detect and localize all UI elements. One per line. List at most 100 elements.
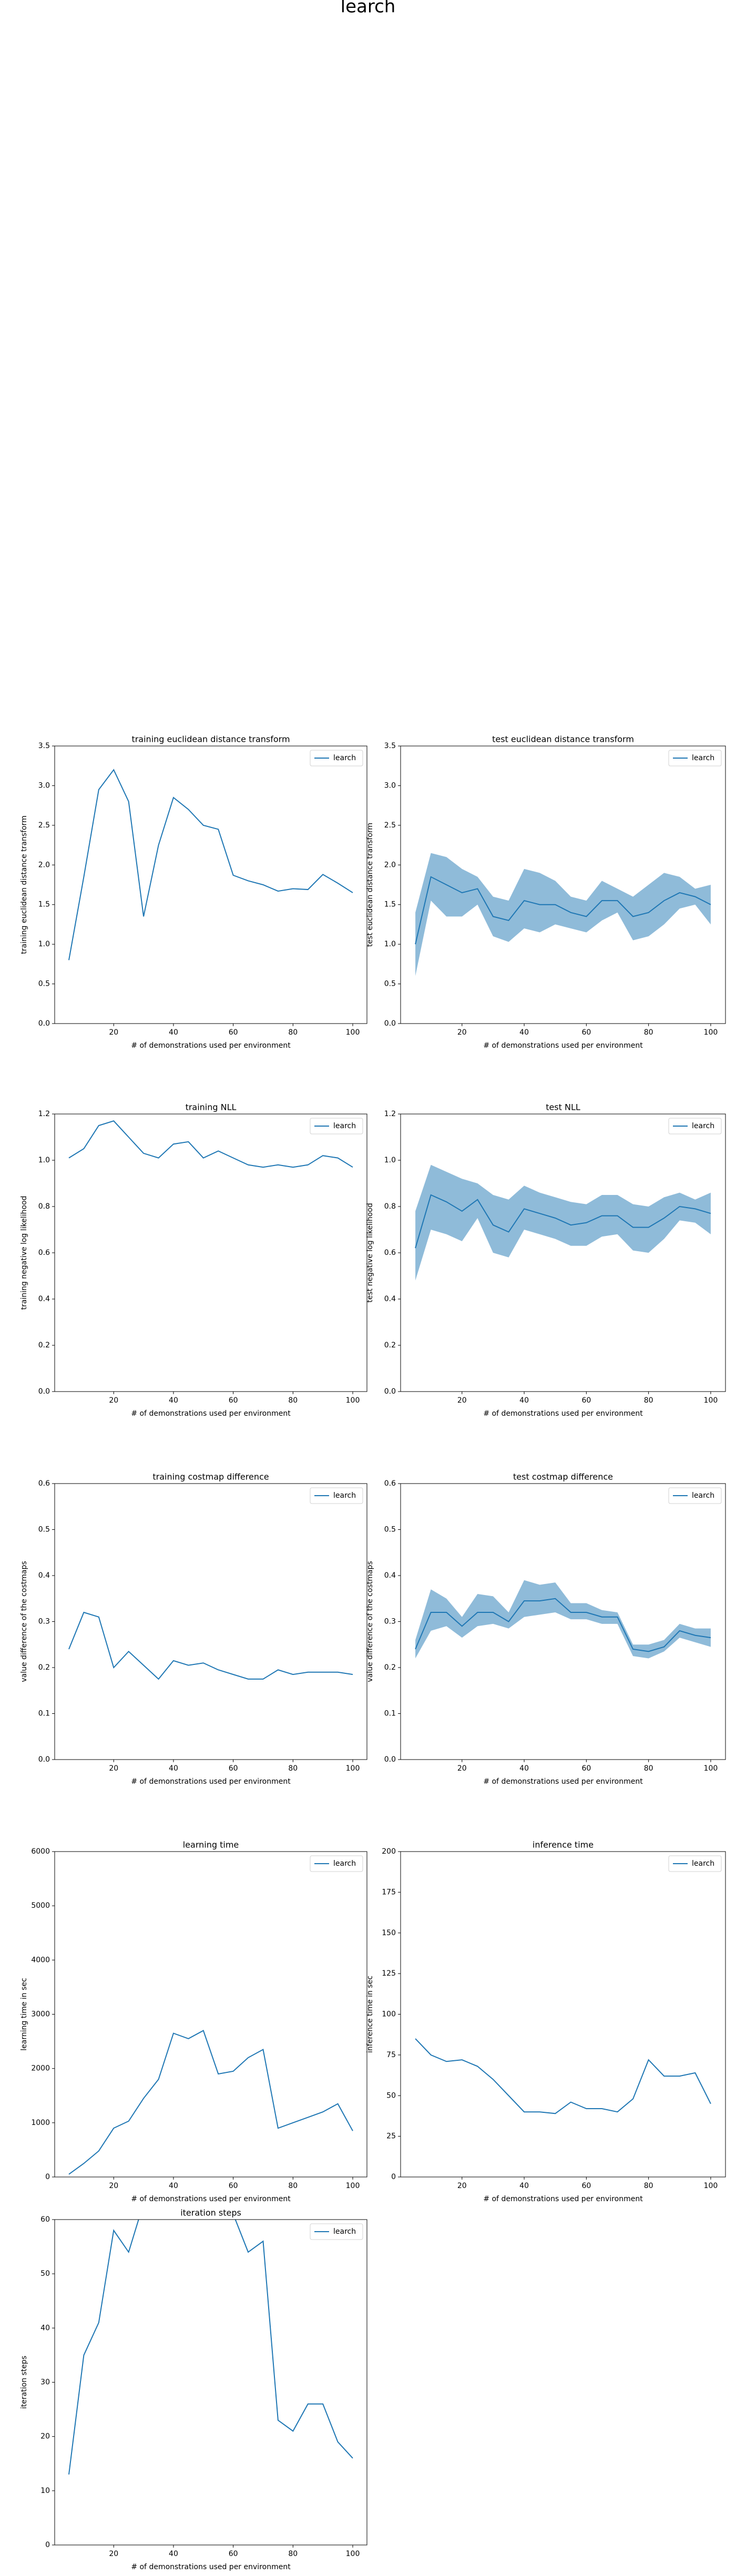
y-tick-label: 0.2 xyxy=(38,1663,50,1672)
y-tick-label: 3.0 xyxy=(38,781,50,790)
x-tick-label: 60 xyxy=(229,2182,238,2190)
x-tick-label: 80 xyxy=(644,1764,653,1773)
y-tick-label: 0.3 xyxy=(384,1618,396,1626)
x-tick-label: 80 xyxy=(644,2182,653,2190)
x-tick-label: 100 xyxy=(346,1764,360,1773)
legend-label: learch xyxy=(692,1491,714,1500)
y-tick-label: 0.0 xyxy=(38,1755,50,1764)
x-axis-label: # of demonstrations used per environment xyxy=(131,2195,291,2203)
axes-frame xyxy=(54,1483,367,1760)
y-tick-label: 0.2 xyxy=(38,1341,50,1350)
subplot: training NLL # of demonstrations used per… xyxy=(20,1102,367,1418)
x-tick-label: 80 xyxy=(644,1396,653,1405)
axes-frame xyxy=(400,745,726,1024)
y-tick-label: 20 xyxy=(40,2432,50,2441)
y-tick-label: 2.5 xyxy=(38,821,50,830)
error-band xyxy=(415,853,711,976)
y-tick-label: 0.0 xyxy=(38,1387,50,1396)
y-tick-label: 0.2 xyxy=(384,1341,396,1350)
subplot: test NLL # of demonstrations used per env… xyxy=(366,1102,726,1418)
y-tick-label: 0.1 xyxy=(384,1710,396,1718)
axes-frame xyxy=(54,2219,367,2546)
y-tick-label: 60 xyxy=(40,2215,50,2224)
y-tick-label: 0.6 xyxy=(38,1479,50,1488)
y-axis-label: inference time in sec xyxy=(366,1976,374,2053)
subplot-title: test NLL xyxy=(546,1102,580,1112)
legend-label: learch xyxy=(692,1859,714,1868)
line xyxy=(415,2038,711,2114)
subplot: training euclidean distance transform # o… xyxy=(20,734,367,1050)
line xyxy=(68,2030,353,2175)
legend-box xyxy=(668,1855,722,1872)
y-tick-label: 0 xyxy=(45,2173,50,2181)
x-tick-label: 60 xyxy=(581,1396,591,1405)
x-axis-label: # of demonstrations used per environment xyxy=(483,1777,643,1786)
subplot: inference time # of demonstrations used p… xyxy=(366,1840,726,2203)
y-tick-label: 0.2 xyxy=(384,1663,396,1672)
axes-frame xyxy=(54,745,367,1024)
x-tick-label: 40 xyxy=(169,1764,178,1773)
x-axis-label: # of demonstrations used per environment xyxy=(131,2563,291,2571)
x-tick-label: 40 xyxy=(519,1396,529,1405)
x-tick-label: 100 xyxy=(704,1396,718,1405)
line xyxy=(68,769,353,960)
legend-label: learch xyxy=(333,1491,356,1500)
x-tick-label: 40 xyxy=(169,1028,178,1037)
y-tick-label: 1.0 xyxy=(38,940,50,948)
legend-label: learch xyxy=(333,2227,356,2236)
y-tick-label: 125 xyxy=(382,1969,396,1978)
legend-box xyxy=(668,1487,722,1504)
x-tick-label: 60 xyxy=(229,2550,238,2558)
legend-box xyxy=(310,1118,363,1134)
y-tick-label: 0.4 xyxy=(384,1295,396,1303)
x-tick-label: 80 xyxy=(644,1028,653,1037)
subplot: learning time # of demonstrations used pe… xyxy=(20,1840,367,2203)
y-tick-label: 0.5 xyxy=(384,1526,396,1534)
x-tick-label: 100 xyxy=(346,2182,360,2190)
x-tick-label: 100 xyxy=(346,2550,360,2558)
y-tick-label: 3000 xyxy=(31,2010,50,2019)
x-tick-label: 20 xyxy=(109,1764,118,1773)
x-axis-label: # of demonstrations used per environment xyxy=(483,1041,643,1050)
x-tick-label: 60 xyxy=(229,1028,238,1037)
y-axis-label: training euclidean distance transform xyxy=(20,815,28,954)
y-tick-label: 5000 xyxy=(31,1902,50,1910)
y-tick-label: 1.5 xyxy=(384,901,396,909)
y-tick-label: 0.4 xyxy=(384,1571,396,1580)
y-tick-label: 0.0 xyxy=(384,1755,396,1764)
y-tick-label: 175 xyxy=(382,1888,396,1896)
y-axis-label: training negative log likelihood xyxy=(20,1196,28,1310)
line xyxy=(415,1598,711,1652)
x-tick-label: 20 xyxy=(457,1396,467,1405)
y-tick-label: 0.6 xyxy=(38,1249,50,1257)
subplot-title: training costmap difference xyxy=(152,1472,269,1482)
x-tick-label: 40 xyxy=(169,2550,178,2558)
y-tick-label: 0.0 xyxy=(384,1019,396,1028)
x-tick-label: 20 xyxy=(457,1764,467,1773)
x-tick-label: 60 xyxy=(581,1028,591,1037)
subplot: iteration steps # of demonstrations used … xyxy=(20,2208,367,2571)
y-tick-label: 0 xyxy=(45,2541,50,2549)
x-tick-label: 20 xyxy=(457,1028,467,1037)
x-tick-label: 60 xyxy=(229,1396,238,1405)
y-tick-label: 0.8 xyxy=(384,1202,396,1211)
line xyxy=(415,876,711,945)
x-tick-label: 80 xyxy=(288,1396,298,1405)
y-tick-label: 0.5 xyxy=(384,980,396,988)
y-tick-label: 75 xyxy=(386,2051,396,2059)
subplot-title: learning time xyxy=(183,1840,239,1850)
y-tick-label: 2.0 xyxy=(38,861,50,869)
y-tick-label: 1000 xyxy=(31,2119,50,2127)
x-tick-label: 40 xyxy=(169,1396,178,1405)
y-tick-label: 40 xyxy=(40,2324,50,2332)
x-tick-label: 100 xyxy=(346,1396,360,1405)
axes-frame xyxy=(54,1851,367,2178)
y-tick-label: 3.0 xyxy=(384,781,396,790)
y-tick-label: 0 xyxy=(391,2173,396,2181)
figure-title: learch xyxy=(341,0,396,17)
subplot-title: training NLL xyxy=(186,1102,237,1112)
subplot: test euclidean distance transform # of de… xyxy=(366,734,726,1050)
error-band xyxy=(415,1164,711,1281)
x-tick-label: 80 xyxy=(288,1764,298,1773)
subplot-title: inference time xyxy=(533,1840,594,1850)
